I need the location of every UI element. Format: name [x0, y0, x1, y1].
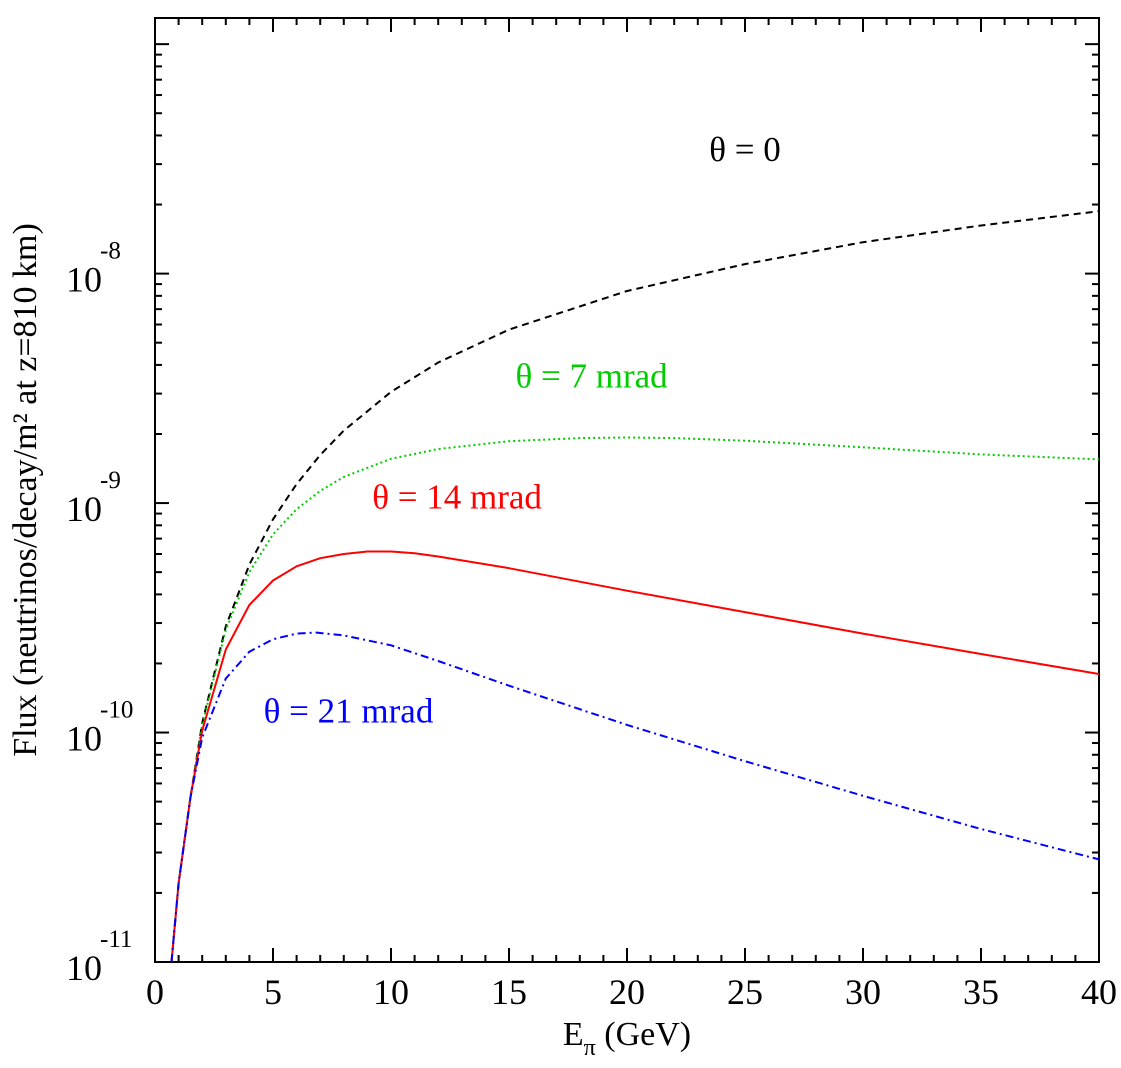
- x-tick-label: 30: [845, 972, 881, 1012]
- x-tick-label: 35: [963, 972, 999, 1012]
- curve-line-2: [170, 550, 1100, 963]
- x-axis-title: Eπ (GeV): [563, 1016, 691, 1061]
- y-tick-label-exponent: -11: [100, 926, 132, 953]
- y-tick-label-base: 10: [66, 719, 102, 759]
- plot-frame: [154, 17, 1100, 963]
- x-tick-label: 5: [264, 972, 282, 1012]
- curves: [170, 210, 1100, 963]
- y-tick-label-exponent: -9: [100, 467, 121, 494]
- x-tick-label: 40: [1081, 972, 1117, 1012]
- x-axis-title-sub: π: [584, 1035, 596, 1061]
- curve-line-1: [170, 436, 1100, 963]
- x-tick-label: 25: [727, 972, 763, 1012]
- y-tick-label-base: 10: [66, 260, 102, 300]
- curve-label-3: θ = 21 mrad: [264, 691, 434, 730]
- curve-line-3: [170, 631, 1100, 963]
- y-tick-label-exponent: -8: [100, 238, 121, 265]
- x-tick-label: 15: [491, 972, 527, 1012]
- curve-labels: θ = 0 θ = 7 mrad θ = 14 mrad θ = 21 mrad: [264, 130, 781, 731]
- curve-label-1: θ = 7 mrad: [516, 356, 669, 395]
- x-axis-title-main: E: [563, 1016, 584, 1053]
- curve-line-0: [170, 210, 1100, 963]
- curve-label-2: θ = 14 mrad: [372, 477, 542, 516]
- y-tick-label-base: 10: [66, 948, 102, 988]
- axis-ticks: [154, 18, 1100, 963]
- x-axis-title-unit: (GeV): [596, 1016, 691, 1053]
- curve-label-0: θ = 0: [709, 130, 781, 169]
- x-tick-label: 10: [373, 972, 409, 1012]
- y-axis-title: Flux (neutrinos/decay/m² at z=810 km): [7, 223, 44, 757]
- x-tick-label: 20: [609, 972, 645, 1012]
- y-tick-label-exponent: -10: [100, 697, 133, 724]
- x-tick-label: 0: [146, 972, 164, 1012]
- y-tick-label-base: 10: [66, 489, 102, 529]
